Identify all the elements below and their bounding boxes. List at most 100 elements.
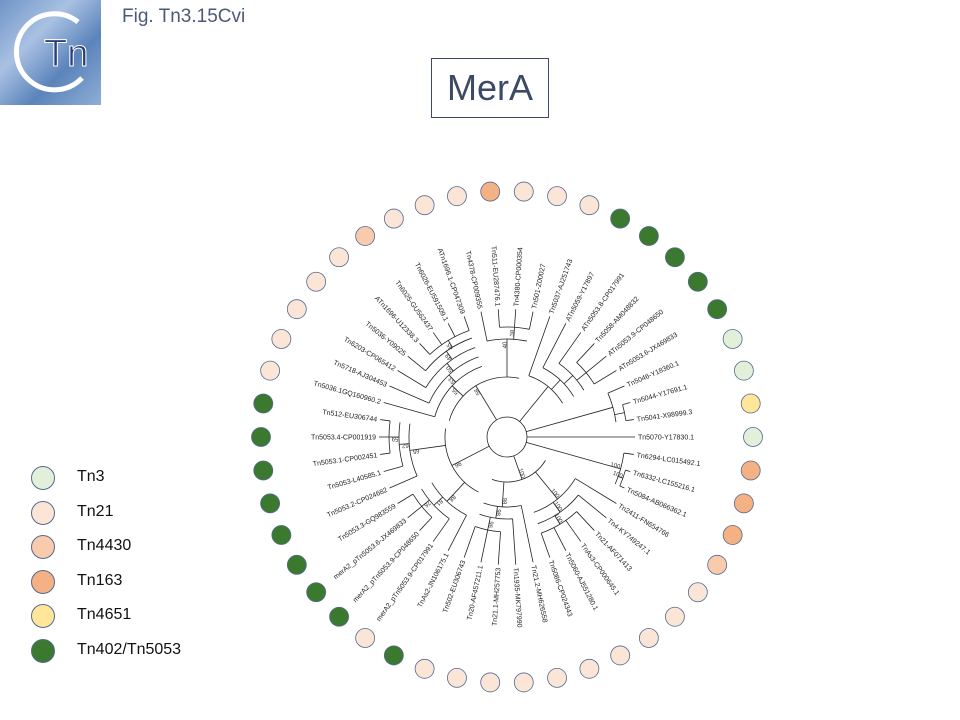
leaf-dot: [480, 181, 501, 202]
leaf-label: Tn5053-L40585.1: [327, 470, 382, 492]
bootstrap-value: 65: [412, 447, 420, 454]
tip-branch: [512, 518, 517, 565]
tip-branch: [578, 494, 607, 519]
tip-branch: [497, 309, 500, 328]
leaf-dot: [733, 360, 754, 381]
bootstrap-value: 40: [503, 341, 509, 348]
leaf-dot: [355, 226, 376, 246]
bootstrap-value: 55: [451, 386, 460, 395]
bootstrap-value: 58: [473, 386, 482, 395]
bootstrap-value: 81: [434, 497, 443, 506]
leaf-dots: [251, 181, 763, 693]
clade-stem: [526, 406, 614, 432]
leaf-dot: [722, 329, 743, 349]
tip-branch: [514, 309, 517, 328]
tip-branch: [432, 332, 443, 345]
leaf-dot: [253, 393, 274, 414]
bootstrap-value: 100: [516, 468, 525, 480]
leaf-label: Tn6294-LC015492.1: [636, 452, 701, 468]
clade-stem: [513, 327, 515, 340]
leaf-dot: [547, 186, 567, 207]
clade-arc: [475, 526, 501, 533]
tip-branch: [575, 478, 617, 504]
leaf-dot: [306, 271, 327, 292]
legend-item: Tn21: [31, 500, 231, 527]
legend-swatch: [31, 466, 55, 490]
clade-stem: [446, 482, 465, 502]
leaf-label: Tn512-EU306744: [322, 409, 378, 423]
tip-branch: [623, 452, 634, 455]
leaf-dot: [260, 493, 281, 514]
legend-item: Tn4430: [31, 535, 231, 561]
leaf-label: Tn21.2-MH626558: [529, 565, 548, 624]
tip-branch: [389, 475, 418, 489]
tip-branch: [497, 531, 501, 565]
clade-stem: [433, 496, 443, 506]
bootstrap-value: 98: [500, 497, 506, 505]
clade-arc: [619, 470, 626, 487]
bootstrap-value: 96: [486, 520, 493, 528]
root-ring: [486, 416, 528, 458]
bootstrap-value: 50: [445, 364, 454, 373]
legend-swatch: [31, 638, 55, 663]
clade-stem: [501, 481, 505, 507]
tip-branch: [407, 506, 422, 519]
leaf-dot: [355, 628, 376, 648]
tip-branch: [576, 511, 595, 531]
leaf-label: Tn1935-MK797990: [511, 568, 522, 628]
tip-branch: [565, 520, 582, 542]
clade-stem: [513, 455, 523, 480]
tip-branch: [419, 517, 433, 531]
leaf-label: merA2_pTn5053.6-JX469833: [333, 518, 409, 581]
bootstrap-value: 49: [444, 352, 453, 361]
leaf-label: Tn502-EU306743: [442, 560, 467, 615]
clade-arc: [434, 365, 483, 417]
leaf-dot: [414, 658, 435, 679]
leaf-dot: [665, 606, 685, 627]
bootstrap-value: 53: [447, 375, 456, 384]
clade-arc: [425, 347, 476, 388]
leaf-dot: [271, 329, 292, 349]
leaf-dot: [383, 208, 404, 229]
clade-stem: [451, 385, 464, 397]
leaf-label: Tn5044-Y17691.1: [632, 384, 688, 406]
leaf-dot: [610, 645, 631, 666]
leaf-dot: [329, 606, 349, 627]
bootstrap-value: 100: [612, 471, 624, 480]
leaf-dot: [740, 393, 761, 414]
tip-branch: [463, 526, 476, 558]
tip-branch: [447, 323, 456, 337]
clade-stem: [446, 350, 453, 360]
leaf-label: Tn5053.1-CP002451: [312, 452, 377, 468]
leaf-dot: [665, 247, 685, 268]
bootstrap-value: 45: [446, 341, 455, 350]
leaf-label: Tn6332-LC155216.1: [632, 470, 696, 494]
clade-stem: [487, 517, 491, 531]
tip-branch: [528, 311, 534, 330]
leaf-dot: [743, 427, 763, 447]
tip-branch: [480, 529, 489, 563]
tip-branch: [593, 370, 617, 385]
bootstrap-value: 38: [510, 329, 516, 337]
legend-label: Tn4651: [77, 606, 132, 623]
leaf-dot: [638, 226, 659, 246]
leaf-dot: [383, 645, 404, 666]
bootstrap-value: 88: [447, 493, 456, 502]
leaf-dot: [547, 667, 567, 688]
leaf-label: Tn501-Z00027: [531, 263, 547, 309]
bootstrap-value: 100: [549, 488, 560, 500]
leaf-dot: [260, 360, 281, 381]
leaf-label: Tn5086-CP024343: [547, 560, 573, 618]
legend-item: Tn3: [31, 466, 231, 492]
clade-arc: [542, 367, 574, 397]
tip-branch: [383, 465, 404, 472]
clade-stem: [399, 443, 410, 445]
clade-stem: [554, 515, 561, 525]
tip-branch: [397, 370, 427, 388]
leaf-dot: [687, 582, 708, 603]
clade-stem: [552, 502, 561, 513]
leaf-dot: [722, 525, 743, 545]
tip-branch: [553, 527, 567, 551]
leaf-label: merA2_pTn5053.9-CP017991: [376, 543, 436, 623]
leaf-dot: [447, 667, 467, 688]
